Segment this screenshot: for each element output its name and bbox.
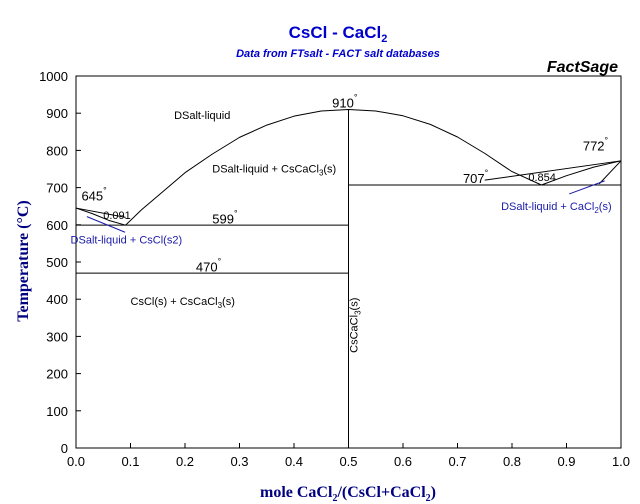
- y-tick-label: 200: [46, 367, 68, 382]
- annotation-t645: 645°: [81, 186, 107, 204]
- phase-boundary-line: [598, 160, 622, 185]
- x-tick-label: 0.9: [557, 454, 575, 469]
- y-tick-label: 600: [46, 218, 68, 233]
- annotation-t599: 599°: [212, 208, 238, 226]
- cscacl3-compound-label: CsCaCl3(s): [349, 298, 363, 353]
- factsage-brand-label: FactSage: [547, 59, 618, 76]
- annotation-c0091: 0.091: [103, 210, 131, 222]
- y-tick-label: 900: [46, 106, 68, 121]
- x-tick-label: 0.8: [503, 454, 521, 469]
- phase-boundary-line: [484, 160, 622, 181]
- y-tick-label: 700: [46, 181, 68, 196]
- annotation-t910: 910°: [332, 93, 358, 111]
- title-subscript: 2: [381, 33, 387, 45]
- annotation-t772: 772°: [583, 135, 609, 153]
- x-tick-label: 0.0: [67, 454, 85, 469]
- x-tick-label: 0.5: [339, 454, 357, 469]
- y-tick-label: 100: [46, 404, 68, 419]
- annotation-r2: DSalt-liquid + CsCaCl3(s): [212, 164, 336, 178]
- x-tick-label: 1.0: [612, 454, 630, 469]
- x-tick-label: 0.2: [176, 454, 194, 469]
- y-axis-label: Temperature (°C): [15, 200, 32, 321]
- x-tick-label: 0.4: [285, 454, 303, 469]
- y-tick-label: 800: [46, 143, 68, 158]
- annotation-r3: DSalt-liquid + CsCl(s2): [71, 234, 183, 246]
- annotation-c0854: 0.854: [528, 172, 556, 184]
- y-tick-label: 1000: [39, 69, 68, 84]
- phase-boundary-line: [75, 207, 126, 218]
- annotation-r1: DSalt-liquid: [174, 110, 230, 122]
- x-axis-label: mole CaCl2/(CsCl+CaCl2): [260, 484, 436, 504]
- annotation-t707: 707°: [463, 168, 489, 186]
- x-tick-label: 0.1: [121, 454, 139, 469]
- label-pointer-line: [569, 180, 605, 195]
- y-tick-label: 400: [46, 292, 68, 307]
- liquidus-curve: [75, 207, 126, 226]
- label-pointer-line: [86, 216, 126, 233]
- x-tick-label: 0.7: [448, 454, 466, 469]
- y-tick-label: 0: [61, 441, 68, 456]
- annotation-r4: DSalt-liquid + CaCl2(s): [501, 201, 612, 215]
- x-tick-label: 0.3: [230, 454, 248, 469]
- annotation-t470: 470°: [196, 256, 222, 274]
- y-tick-label: 500: [46, 255, 68, 270]
- liquidus-curve: [125, 108, 542, 226]
- annotation-r5: CsCl(s) + CsCaCl3(s): [131, 296, 235, 310]
- y-tick-label: 300: [46, 329, 68, 344]
- chart-title: CsCl - CaCl2: [289, 23, 388, 45]
- chart-subtitle: Data from FTsalt - FACT salt databases: [236, 48, 440, 60]
- x-tick-label: 0.6: [394, 454, 412, 469]
- liquidus-curve: [541, 160, 622, 186]
